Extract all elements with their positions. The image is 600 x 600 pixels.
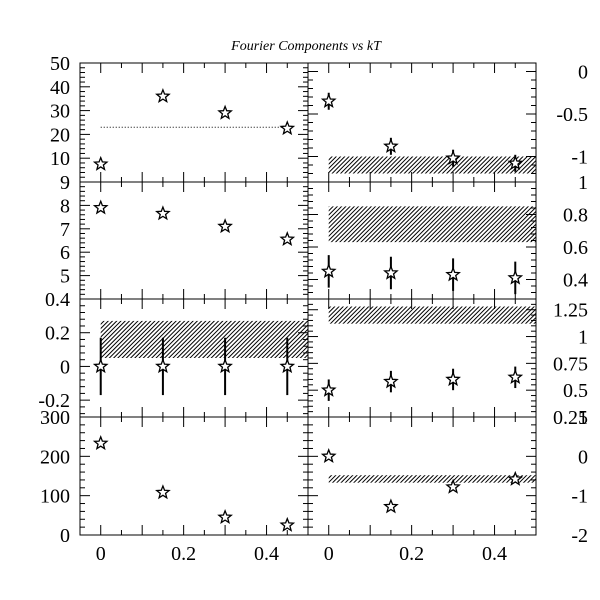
- panel-right-4: -2 -1 0 1 0 0.2 0.4: [307, 407, 588, 565]
- y-tick-label: 7: [60, 219, 70, 241]
- frame-left-1: [79, 62, 309, 183]
- data-point-star: [155, 88, 171, 104]
- y-tick-label: -0.2: [38, 390, 70, 412]
- y-tick-label: 0.6: [563, 237, 588, 259]
- data-point-star: [320, 448, 337, 464]
- data-point-star: [445, 266, 461, 282]
- y-tick-label: 0: [578, 446, 588, 468]
- data-point-star: [383, 138, 399, 154]
- panel-right-3: 0.25 0.5 0.75 1 1.25: [307, 298, 588, 429]
- y-tick-label: 5: [60, 266, 70, 288]
- data-point-star: [507, 155, 524, 171]
- y-tick-label: 1: [578, 327, 588, 349]
- y-tick-label: 0: [60, 525, 70, 547]
- x-tick-label: 0: [96, 543, 106, 565]
- data-point-star: [507, 470, 524, 486]
- data-point-star: [155, 484, 171, 500]
- data-point-star: [445, 371, 461, 387]
- data-point-star: [507, 369, 524, 385]
- data-point-star: [279, 358, 296, 374]
- data-point-star: [383, 264, 399, 280]
- y-tick-label: 0: [578, 62, 588, 84]
- y-tick-label: 0.2: [45, 323, 70, 345]
- data-point-star: [92, 358, 109, 374]
- y-tick-label: -2: [571, 525, 588, 547]
- y-tick-label: 40: [50, 77, 70, 99]
- y-tick-label: 0.75: [553, 353, 588, 375]
- x-tick-label: 0: [324, 543, 334, 565]
- band-right-2: [328, 206, 536, 243]
- x-tick-label: 0.2: [399, 543, 424, 565]
- y-tick-label: 9: [60, 172, 70, 194]
- y-tick-label: 0.4: [563, 270, 588, 292]
- y-tick-label: 10: [50, 148, 70, 170]
- data-point-star: [92, 435, 109, 451]
- y-tick-label: 0.25: [553, 407, 588, 429]
- data-point-star: [507, 269, 524, 285]
- y-tick-label: 20: [50, 124, 70, 146]
- data-point-star: [445, 478, 461, 494]
- frame-right-4: [307, 416, 537, 536]
- y-tick-label: 100: [40, 486, 70, 508]
- data-point-star: [445, 149, 461, 165]
- data-point-star: [279, 516, 296, 532]
- data-point-star: [383, 498, 399, 514]
- data-point-star: [320, 381, 337, 397]
- y-tick-label: 8: [60, 195, 70, 217]
- frame-left-4: [79, 416, 309, 536]
- data-point-star: [155, 358, 171, 374]
- band-right-1: [328, 156, 536, 174]
- band-left-3: [100, 320, 309, 358]
- data-point-star: [155, 205, 171, 221]
- y-tick-label: 6: [60, 242, 70, 264]
- y-tick-label: -0.5: [556, 104, 588, 126]
- data-point-star: [217, 104, 233, 120]
- y-tick-label: 0: [60, 356, 70, 378]
- data-point-star: [320, 263, 337, 279]
- data-point-star: [92, 199, 109, 215]
- y-tick-label: -1: [571, 486, 588, 508]
- data-point-star: [217, 509, 233, 525]
- y-tick-label: 30: [50, 101, 70, 123]
- y-tick-label: 1: [578, 172, 588, 194]
- data-point-star: [279, 231, 296, 247]
- y-tick-label: 300: [40, 407, 70, 429]
- x-tick-label: 0.2: [171, 543, 196, 565]
- y-tick-label: 1.25: [553, 300, 588, 322]
- data-point-star: [217, 218, 233, 234]
- band-right-4: [328, 475, 536, 483]
- panel-right-1: -1 -0.5 0: [307, 62, 588, 183]
- band-right-3: [328, 306, 536, 324]
- y-tick-label: -1: [571, 147, 588, 169]
- data-point-star: [279, 120, 296, 136]
- data-point-star: [383, 373, 399, 389]
- x-tick-label: 0.4: [254, 543, 279, 565]
- chart-title: Fourier Components vs kT: [230, 39, 382, 54]
- panel-left-3: -0.2 0 0.2 0.4: [38, 289, 309, 418]
- data-point-star: [217, 358, 233, 374]
- y-tick-label: 50: [50, 53, 70, 75]
- y-tick-label: 0.4: [45, 289, 70, 311]
- y-tick-label: 0.5: [563, 380, 588, 402]
- y-tick-label: 0.8: [563, 205, 588, 227]
- panel-right-2: 0.4 0.6 0.8 1: [307, 172, 588, 300]
- data-point-star: [92, 155, 109, 171]
- panel-left-4: 0 100 200 300 0 0.2 0.4: [40, 407, 309, 565]
- y-tick-label: 200: [40, 446, 70, 468]
- y-tick-label: 1: [578, 407, 588, 429]
- frame-left-2: [79, 181, 309, 300]
- x-tick-label: 0.4: [482, 543, 507, 565]
- data-point-star: [320, 92, 337, 108]
